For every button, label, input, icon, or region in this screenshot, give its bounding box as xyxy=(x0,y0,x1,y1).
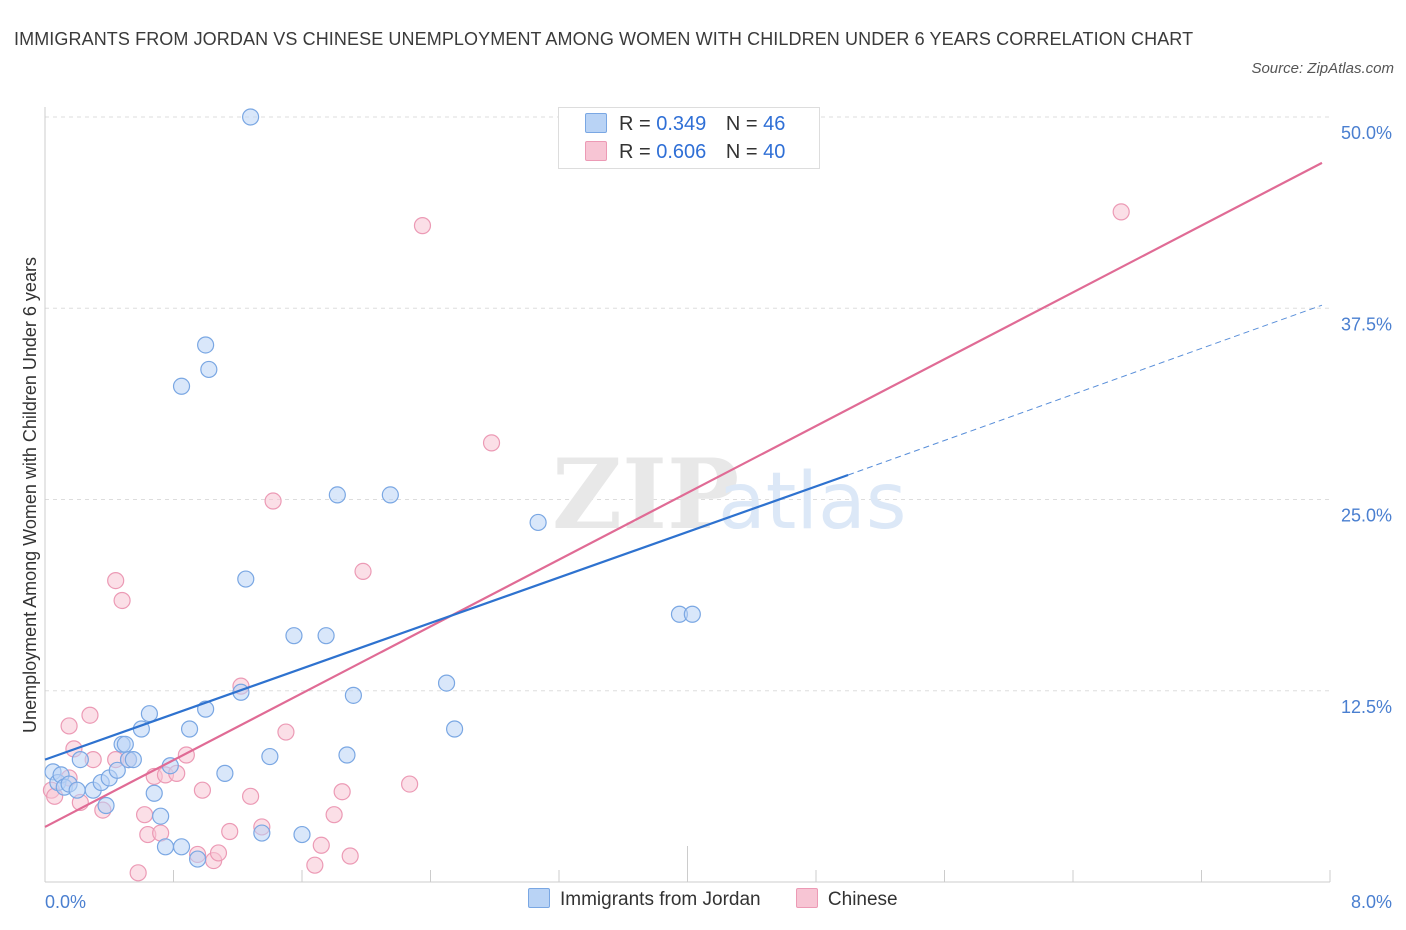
legend-label-chinese: Chinese xyxy=(827,889,898,910)
legend-item-chinese: Chinese xyxy=(795,888,898,911)
tick-labels: 12.5% 25.0% 37.5% 50.0% 0.0% 8.0% xyxy=(45,123,1392,912)
legend-item-jordan: Immigrants from Jordan xyxy=(528,888,761,911)
n-value-jordan: 46 xyxy=(763,113,786,135)
series-legend: Immigrants from Jordan Chinese xyxy=(528,888,928,911)
data-point-chinese xyxy=(113,591,131,610)
x-tick-label: 8.0% xyxy=(1351,892,1392,912)
data-point-jordan xyxy=(242,108,260,126)
data-point-jordan xyxy=(145,784,163,802)
x-tick-label: 0.0% xyxy=(45,892,86,912)
r-label: R = xyxy=(619,141,651,163)
r-value-chinese: 0.606 xyxy=(656,141,707,163)
data-point-jordan xyxy=(216,764,234,782)
data-point-jordan xyxy=(124,750,142,769)
data-point-jordan xyxy=(68,781,86,799)
axes xyxy=(44,107,1331,883)
series-chinese xyxy=(42,203,1130,882)
data-point-chinese xyxy=(341,847,359,865)
watermark: ZIP atlas xyxy=(552,438,907,551)
r-value-jordan: 0.349 xyxy=(656,113,707,135)
trendline-jordan xyxy=(44,473,849,761)
data-point-jordan xyxy=(529,513,547,532)
n-label: N = xyxy=(725,141,758,163)
legend-row-jordan: R = 0.349 N = 46 xyxy=(585,110,785,138)
legend-label-jordan: Immigrants from Jordan xyxy=(560,889,761,910)
y-axis-label: Unemployment Among Women with Children U… xyxy=(20,257,40,733)
watermark-zip: ZIP xyxy=(552,438,739,551)
data-point-chinese xyxy=(325,806,343,824)
trendline-jordan-extension xyxy=(847,304,1323,476)
data-point-jordan xyxy=(172,838,191,856)
data-point-jordan xyxy=(71,750,89,769)
data-point-jordan xyxy=(172,377,191,395)
data-point-chinese xyxy=(312,836,330,854)
data-point-chinese xyxy=(193,781,212,799)
legend-swatch-jordan xyxy=(585,113,607,133)
legend-row-chinese: R = 0.606 N = 40 xyxy=(585,138,785,166)
data-point-jordan xyxy=(293,825,311,844)
y-tick-label: 12.5% xyxy=(1341,697,1392,717)
data-point-jordan xyxy=(253,824,271,842)
data-point-chinese xyxy=(333,783,351,801)
data-point-jordan xyxy=(180,720,199,738)
y-tick-label: 25.0% xyxy=(1341,506,1392,526)
data-point-chinese xyxy=(277,723,295,741)
data-point-jordan xyxy=(445,720,464,738)
n-label: N = xyxy=(725,113,758,135)
stats-legend: R = 0.349 N = 46 R = 0.606 N = 40 xyxy=(558,107,820,169)
data-point-jordan xyxy=(237,570,255,588)
chart-title: IMMIGRANTS FROM JORDAN VS CHINESE UNEMPL… xyxy=(14,29,1194,49)
data-point-jordan xyxy=(152,807,170,825)
data-point-chinese xyxy=(107,571,125,590)
data-point-jordan xyxy=(338,746,356,764)
data-point-jordan xyxy=(156,838,175,856)
data-point-chinese xyxy=(209,844,228,862)
data-point-jordan xyxy=(683,605,701,623)
data-point-jordan xyxy=(188,850,207,868)
data-point-chinese xyxy=(264,492,282,510)
data-point-chinese xyxy=(482,434,501,452)
data-point-jordan xyxy=(344,686,362,704)
y-tick-label: 50.0% xyxy=(1341,123,1392,143)
n-value-chinese: 40 xyxy=(763,141,786,163)
data-point-jordan xyxy=(317,627,335,645)
series-jordan xyxy=(44,108,701,868)
data-point-chinese xyxy=(401,775,419,793)
data-point-chinese xyxy=(60,717,78,735)
data-point-jordan xyxy=(197,336,215,354)
legend-swatch-jordan xyxy=(528,888,550,908)
data-point-jordan xyxy=(437,674,456,692)
data-point-jordan xyxy=(200,360,218,379)
data-point-chinese xyxy=(354,562,372,581)
data-point-chinese xyxy=(129,864,147,882)
trendlines xyxy=(44,161,1323,828)
gridlines xyxy=(45,116,1330,692)
data-point-chinese xyxy=(135,806,154,824)
watermark-atlas: atlas xyxy=(718,457,907,547)
source-label: Source: ZipAtlas.com xyxy=(1251,60,1394,77)
r-label: R = xyxy=(619,113,651,135)
data-point-chinese xyxy=(1112,203,1130,221)
data-point-jordan xyxy=(116,735,134,753)
legend-swatch-chinese xyxy=(795,888,818,908)
data-point-jordan xyxy=(97,796,115,815)
data-point-jordan xyxy=(108,761,126,779)
data-point-jordan xyxy=(285,627,303,645)
trendline-chinese xyxy=(44,161,1323,828)
data-point-chinese xyxy=(242,787,260,805)
data-point-jordan xyxy=(381,486,399,504)
data-point-jordan xyxy=(140,705,159,723)
y-tick-label: 37.5% xyxy=(1341,314,1392,334)
data-point-chinese xyxy=(81,706,99,724)
data-point-jordan xyxy=(261,747,279,766)
legend-swatch-chinese xyxy=(585,141,607,161)
data-point-chinese xyxy=(413,217,432,235)
data-point-jordan xyxy=(328,486,346,504)
data-point-chinese xyxy=(221,822,239,841)
data-point-chinese xyxy=(306,856,324,874)
